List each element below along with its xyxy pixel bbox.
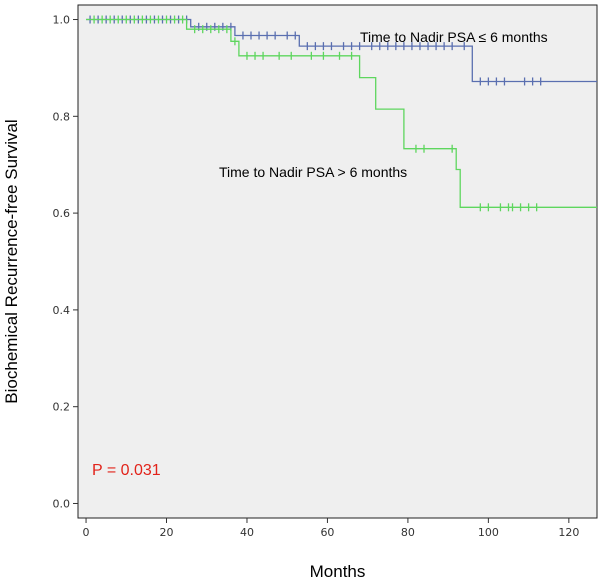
series-line-nadir-gt-6 [86, 18, 597, 208]
axis-ticks: 0 20 40 60 80 100 120 0.0 0.2 0.4 0.6 0.8 1.0 [53, 14, 580, 539]
y-tick-label: 0.6 [53, 207, 71, 220]
y-axis-title: Biochemical Recurrence-free Survival [2, 119, 21, 403]
y-tick-label: 1.0 [53, 14, 71, 27]
x-tick-label: 100 [478, 526, 499, 539]
x-tick-label: 60 [320, 526, 334, 539]
y-tick-label: 0.2 [53, 401, 71, 414]
x-tick-label: 0 [83, 526, 90, 539]
series-label-nadir-le-6: Time to Nadir PSA ≤ 6 months [360, 29, 548, 45]
y-tick-label: 0.0 [53, 497, 71, 510]
y-tick-label: 0.8 [53, 110, 71, 123]
series-line-nadir-le-6-group [86, 15, 597, 86]
x-axis-title: Months [310, 562, 366, 581]
series-layer [86, 15, 597, 212]
p-value-label: P = 0.031 [92, 462, 161, 479]
x-tick-label: 80 [401, 526, 415, 539]
x-tick-label: 40 [240, 526, 254, 539]
series-label-nadir-gt-6: Time to Nadir PSA > 6 months [219, 164, 407, 180]
x-tick-label: 20 [160, 526, 174, 539]
y-tick-label: 0.4 [53, 304, 71, 317]
series-line-nadir-gt-6-group [86, 15, 597, 212]
x-tick-label: 120 [558, 526, 579, 539]
plot-area [77, 4, 598, 519]
